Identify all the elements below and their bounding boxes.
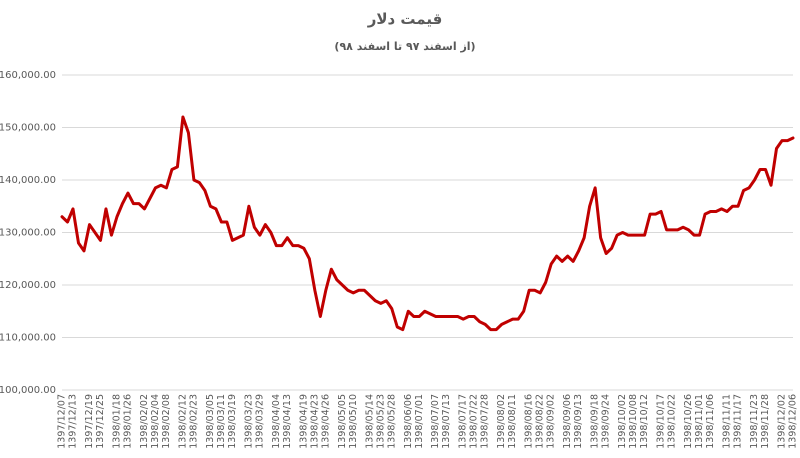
y-tick-label: 110,000.00 [0, 333, 56, 344]
x-tick-label: 1398/04/23 [309, 394, 320, 449]
y-tick-label: 150,000.00 [0, 123, 56, 134]
x-tick-label: 1398/08/22 [535, 394, 546, 449]
x-tick-label: 1397/12/19 [84, 394, 95, 449]
x-tick-label: 1398/10/22 [667, 394, 678, 449]
x-tick-label: 1398/11/28 [760, 394, 771, 449]
x-tick-label: 1398/07/07 [430, 394, 441, 449]
y-tick-label: 160,000.00 [0, 70, 56, 81]
x-tick-label: 1398/05/28 [386, 394, 397, 449]
x-tick-label: 1398/11/17 [733, 394, 744, 449]
y-tick-label: 130,000.00 [0, 228, 56, 239]
y-tick-label: 100,000.00 [0, 385, 56, 396]
x-tick-label: 1398/02/12 [177, 394, 188, 449]
x-tick-label: 1398/05/14 [364, 394, 375, 449]
x-tick-label: 1398/07/28 [480, 394, 491, 449]
x-tick-label: 1398/04/26 [320, 394, 331, 449]
x-tick-label: 1398/07/13 [441, 394, 452, 449]
x-tick-label: 1398/10/02 [617, 394, 628, 449]
chart-title: قیمت دلار [367, 10, 443, 28]
x-tick-label: 1398/09/24 [601, 394, 612, 449]
x-tick-label: 1398/03/05 [205, 394, 216, 449]
x-tick-label: 1398/05/10 [348, 394, 359, 449]
x-tick-label: 1397/12/13 [67, 394, 78, 449]
x-tick-label: 1398/08/16 [524, 394, 535, 449]
x-tick-label: 1398/08/11 [507, 394, 518, 449]
x-tick-label: 1397/12/07 [57, 394, 68, 449]
x-tick-label: 1398/12/02 [777, 394, 788, 449]
chart-subtitle: (از اسفند ۹۷ تا اسفند ۹۸) [334, 40, 475, 53]
x-tick-label: 1398/01/18 [111, 394, 122, 449]
x-tick-label: 1398/01/26 [122, 394, 133, 449]
x-tick-label: 1398/10/17 [656, 394, 667, 449]
x-tick-label: 1398/03/29 [254, 394, 265, 449]
x-tick-label: 1398/12/06 [788, 394, 799, 449]
line [60, 115, 795, 332]
x-tick-label: 1398/09/13 [573, 394, 584, 449]
x-tick-label: 1398/02/08 [161, 394, 172, 449]
x-tick-label: 1398/11/11 [722, 394, 733, 449]
x-tick-label: 1398/04/04 [271, 394, 282, 449]
x-tick-label: 1398/02/23 [188, 394, 199, 449]
x-tick-label: 1398/10/08 [628, 394, 639, 449]
y-tick-label: 120,000.00 [0, 280, 56, 291]
x-tick-label: 1398/11/06 [705, 394, 716, 449]
x-tick-label: 1398/08/02 [496, 394, 507, 449]
x-tick-label: 1398/05/23 [375, 394, 386, 449]
x-tick-label: 1398/06/06 [403, 394, 414, 449]
x-tick-label: 1398/03/23 [243, 394, 254, 449]
x-tick-label: 1398/04/19 [298, 394, 309, 449]
x-tick-label: 1398/07/01 [414, 394, 425, 449]
x-tick-label: 1397/12/25 [95, 394, 106, 449]
y-tick-label: 140,000.00 [0, 175, 56, 186]
x-tick-label: 1398/10/12 [639, 394, 650, 449]
x-tick-label: 1398/04/13 [282, 394, 293, 449]
x-tick-label: 1398/10/26 [683, 394, 694, 449]
x-tick-label: 1398/09/06 [562, 394, 573, 449]
x-tick-label: 1398/09/02 [546, 394, 557, 449]
x-tick-label: 1398/11/23 [749, 394, 760, 449]
x-tick-label: 1398/03/19 [227, 394, 238, 449]
x-tick-label: 1398/05/05 [337, 394, 348, 449]
x-tick-label: 1398/07/17 [458, 394, 469, 449]
x-tick-label: 1398/09/18 [590, 394, 601, 449]
x-tick-label: 1398/02/02 [139, 394, 150, 449]
x-tick-label: 1398/02/04 [150, 394, 161, 449]
x-tick-label: 1398/07/22 [469, 394, 480, 449]
x-tick-label: 1398/03/11 [216, 394, 227, 449]
x-tick-label: 1398/11/01 [694, 394, 705, 449]
